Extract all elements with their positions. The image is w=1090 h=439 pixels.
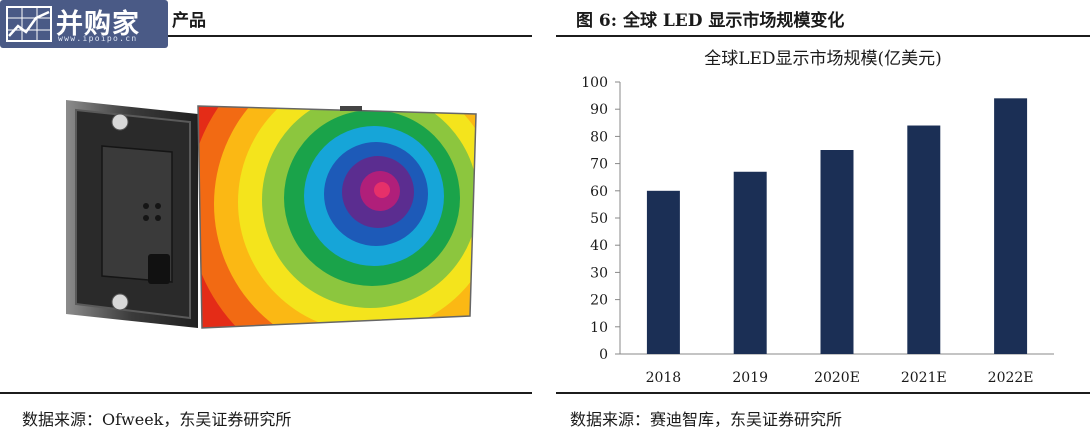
- y-tick-label: 60: [590, 184, 608, 200]
- market-size-bar-chart: 全球LED显示市场规模(亿美元) 0102030405060708090100 …: [581, 49, 1054, 386]
- led-display-product-image: [66, 100, 477, 329]
- y-tick-label: 90: [590, 102, 608, 118]
- y-tick-label: 20: [590, 293, 608, 309]
- left-data-source: 数据来源：Ofweek，东吴证券研究所: [0, 392, 532, 430]
- x-tick-label: 2022E: [988, 370, 1034, 386]
- watermark-url: www.ipoipo.cn: [58, 34, 138, 43]
- bar-2021E: [907, 125, 941, 355]
- y-tick-label: 0: [599, 347, 608, 363]
- y-tick-label: 70: [590, 157, 608, 173]
- bar-2020E: [820, 150, 854, 354]
- x-tick-label: 2019: [732, 370, 768, 386]
- x-axis-ticks: 2018 2019 2020E 2021E 2022E: [646, 370, 1034, 386]
- y-tick-label: 80: [590, 129, 608, 145]
- left-panel: 产品 并购家 www.ipoipo.cn: [0, 0, 532, 439]
- figure-title: 图 6: 全球 LED 显示市场规模变化: [576, 11, 845, 31]
- right-data-source: 数据来源：赛迪智库，东吴证券研究所: [556, 392, 1090, 430]
- left-title-bar: 产品: [0, 0, 532, 37]
- x-tick-label: 2021E: [901, 370, 947, 386]
- x-tick-label: 2020E: [814, 370, 860, 386]
- x-tick-label: 2018: [646, 370, 682, 386]
- y-tick-label: 10: [590, 320, 608, 336]
- bar-2018: [646, 190, 680, 354]
- bar-2019: [733, 171, 767, 354]
- y-tick-label: 30: [590, 265, 608, 281]
- chart-title: 全球LED显示市场规模(亿美元): [704, 49, 942, 69]
- y-tick-label: 50: [590, 211, 608, 227]
- watermark-brand: 并购家: [56, 9, 140, 40]
- chart-grid-icon: [6, 6, 52, 42]
- bar-2022E: [994, 98, 1028, 354]
- left-figure-title: 产品: [172, 11, 206, 31]
- y-tick-label: 40: [590, 238, 608, 254]
- right-panel: 图 6: 全球 LED 显示市场规模变化 全球LED显示市场规模(亿美元) 0 1…: [556, 0, 1090, 439]
- watermark-logo: 并购家 www.ipoipo.cn: [0, 0, 168, 48]
- right-title-bar: 图 6: 全球 LED 显示市场规模变化: [556, 0, 1090, 37]
- y-axis-ticks: 0 10 20 30 40 50 60 70 80 90 100: [581, 75, 620, 363]
- y-tick-label: 100: [581, 75, 608, 91]
- bars-group: [646, 98, 1028, 355]
